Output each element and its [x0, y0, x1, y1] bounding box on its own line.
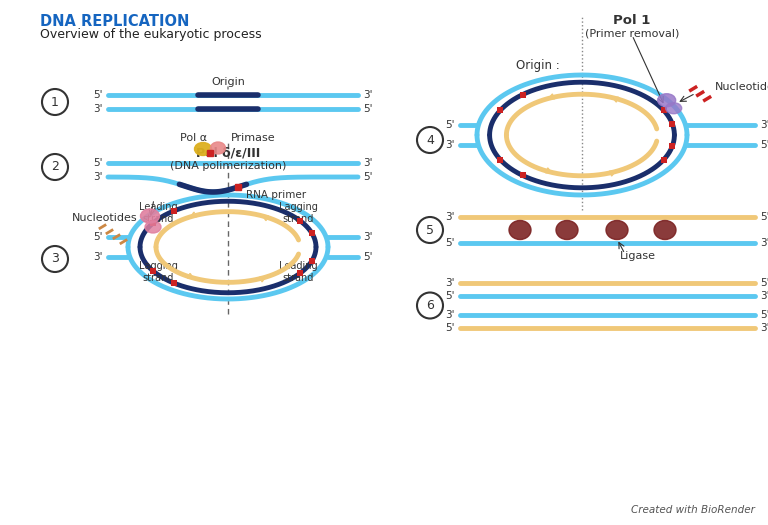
Text: Origin :: Origin : — [516, 58, 560, 71]
Text: 3': 3' — [760, 238, 768, 248]
Text: 1: 1 — [51, 96, 59, 109]
Text: 5': 5' — [94, 232, 103, 242]
Text: RNA primer: RNA primer — [247, 190, 306, 200]
Text: 5': 5' — [363, 172, 372, 182]
Text: 3': 3' — [445, 278, 455, 288]
Text: 3': 3' — [363, 90, 372, 100]
Ellipse shape — [145, 221, 161, 233]
Text: 5': 5' — [760, 310, 768, 320]
Ellipse shape — [666, 103, 682, 114]
Text: 5': 5' — [760, 212, 768, 222]
Text: 5': 5' — [363, 104, 372, 114]
Text: Nucleotides: Nucleotides — [715, 82, 768, 92]
Text: 5': 5' — [760, 140, 768, 150]
Text: 5': 5' — [760, 278, 768, 288]
Text: 3': 3' — [445, 310, 455, 320]
Text: 6: 6 — [426, 299, 434, 312]
Ellipse shape — [194, 142, 211, 155]
Text: 5': 5' — [94, 158, 103, 168]
Text: Pol α: Pol α — [180, 133, 207, 143]
Text: 3': 3' — [363, 232, 372, 242]
Text: (DNA polimerization): (DNA polimerization) — [170, 161, 286, 171]
Text: (Primer removal): (Primer removal) — [584, 28, 679, 38]
Text: Pol δ/ε/III: Pol δ/ε/III — [196, 146, 260, 160]
Text: 3': 3' — [94, 104, 103, 114]
Text: 3': 3' — [363, 158, 372, 168]
Text: 3': 3' — [445, 140, 455, 150]
Ellipse shape — [657, 94, 676, 107]
Text: 3': 3' — [94, 172, 103, 182]
Text: Primase: Primase — [231, 133, 276, 143]
Ellipse shape — [141, 209, 160, 223]
Text: 2: 2 — [51, 161, 59, 173]
Text: 3': 3' — [445, 212, 455, 222]
Text: Nucleotides: Nucleotides — [72, 213, 137, 223]
Text: 3': 3' — [94, 252, 103, 262]
Text: 5: 5 — [426, 224, 434, 236]
Text: Leading
strand: Leading strand — [279, 261, 317, 282]
Text: Ligase: Ligase — [620, 251, 656, 261]
Text: Created with BioRender: Created with BioRender — [631, 505, 755, 515]
Ellipse shape — [210, 142, 226, 154]
Text: 4: 4 — [426, 133, 434, 146]
Ellipse shape — [654, 220, 676, 239]
Text: Leading
strand: Leading strand — [139, 202, 177, 224]
Text: DNA REPLICATION: DNA REPLICATION — [40, 14, 190, 29]
Text: 3: 3 — [51, 253, 59, 266]
Text: 3': 3' — [760, 120, 768, 130]
Ellipse shape — [509, 220, 531, 239]
Text: 3': 3' — [760, 323, 768, 333]
Text: 5': 5' — [94, 90, 103, 100]
Text: 5': 5' — [445, 291, 455, 301]
Ellipse shape — [606, 220, 628, 239]
Text: Pol 1: Pol 1 — [614, 14, 650, 26]
Text: 3': 3' — [760, 291, 768, 301]
Text: 5': 5' — [445, 323, 455, 333]
Text: 5': 5' — [445, 238, 455, 248]
Text: Overview of the eukaryotic process: Overview of the eukaryotic process — [40, 28, 262, 41]
Ellipse shape — [556, 220, 578, 239]
Text: 5': 5' — [445, 120, 455, 130]
Text: Lagging
strand: Lagging strand — [279, 202, 317, 224]
Text: Lagging
strand: Lagging strand — [138, 261, 177, 282]
Text: 5': 5' — [363, 252, 372, 262]
Text: Origin: Origin — [211, 77, 245, 87]
